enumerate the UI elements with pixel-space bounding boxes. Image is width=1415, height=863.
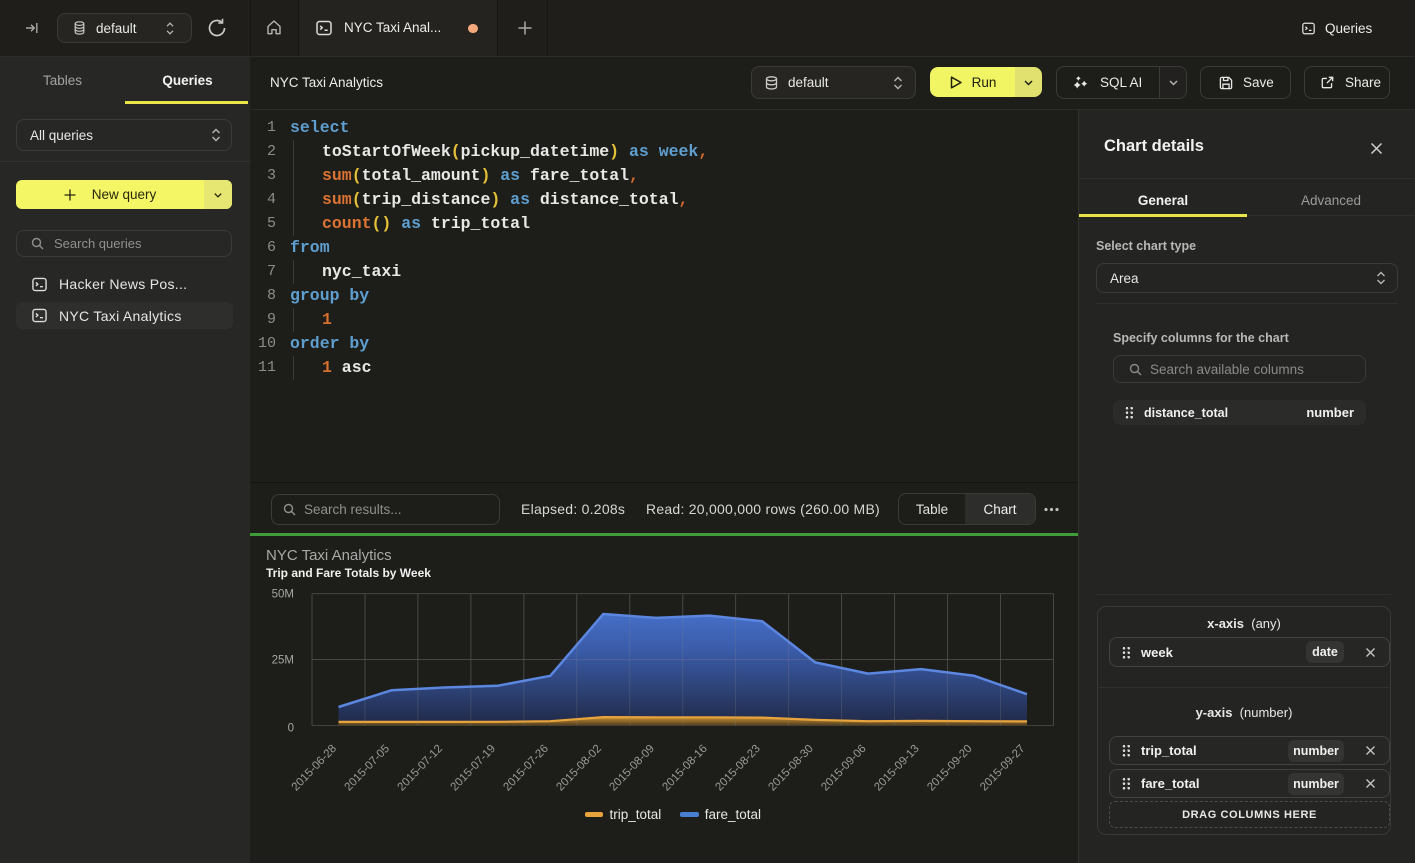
svg-text:2015-08-30: 2015-08-30 [766,743,815,794]
svg-text:2015-09-06: 2015-09-06 [819,743,868,794]
svg-text:2015-08-09: 2015-08-09 [607,743,656,794]
svg-text:2015-07-19: 2015-07-19 [449,743,498,794]
svg-text:25M: 25M [272,655,294,667]
svg-text:2015-07-05: 2015-07-05 [343,743,392,794]
svg-text:2015-08-02: 2015-08-02 [554,743,603,794]
svg-text:2015-08-23: 2015-08-23 [713,743,762,794]
svg-text:2015-07-26: 2015-07-26 [501,743,550,794]
svg-text:2015-07-12: 2015-07-12 [396,743,445,794]
svg-text:2015-09-27: 2015-09-27 [978,743,1027,794]
svg-text:2015-09-13: 2015-09-13 [872,743,921,794]
svg-text:2015-06-28: 2015-06-28 [290,743,339,794]
svg-text:0: 0 [288,723,294,735]
svg-text:50M: 50M [272,589,294,601]
svg-text:2015-09-20: 2015-09-20 [925,743,974,794]
svg-text:2015-08-16: 2015-08-16 [660,743,709,794]
